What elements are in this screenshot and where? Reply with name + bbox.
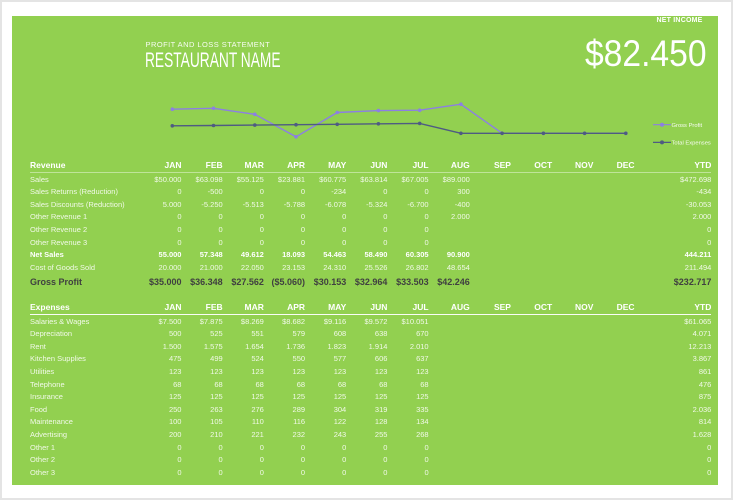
svg-text:Total Expenses: Total Expenses [672, 141, 711, 147]
svg-text:Gross Profit: Gross Profit [672, 123, 703, 129]
